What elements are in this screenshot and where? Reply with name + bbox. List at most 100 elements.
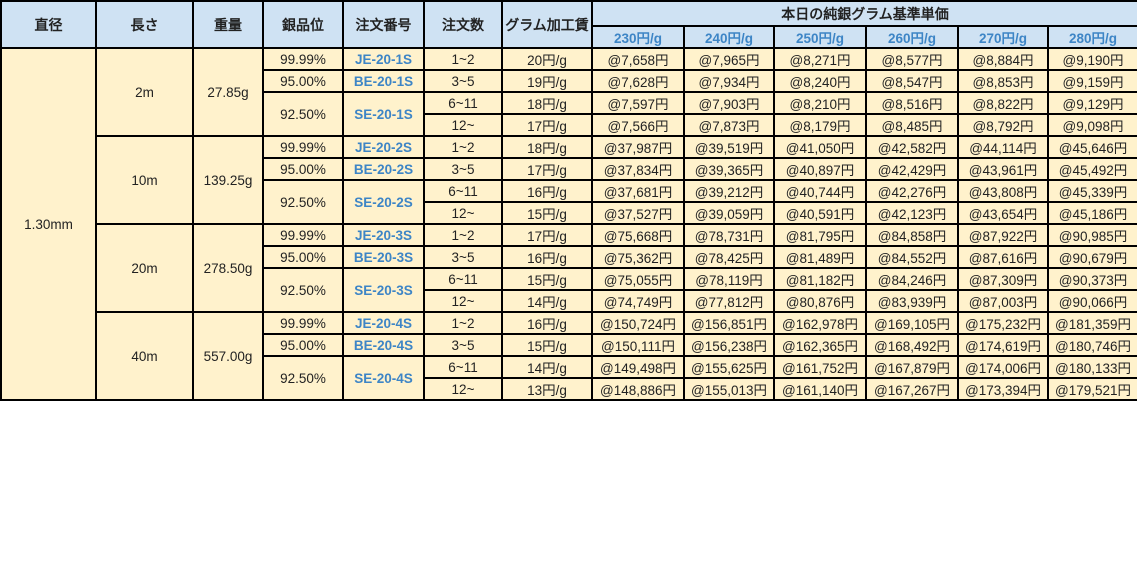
price-cell: @155,625円 [683, 355, 775, 379]
header-quantity: 注文数 [423, 0, 503, 49]
order-number-cell: BE-20-2S [342, 157, 425, 181]
purity-cell: 99.99% [262, 223, 344, 247]
processing-fee-cell: 17円/g [501, 223, 593, 247]
price-cell: @43,808円 [957, 179, 1049, 203]
header-base-price: 260円/g [865, 25, 959, 49]
price-cell: @87,003円 [957, 289, 1049, 313]
price-cell: @8,853円 [957, 69, 1049, 93]
price-cell: @9,190円 [1047, 47, 1137, 71]
price-cell: @45,186円 [1047, 201, 1137, 225]
price-cell: @75,055円 [591, 267, 685, 291]
price-cell: @8,822円 [957, 91, 1049, 115]
price-cell: @80,876円 [773, 289, 867, 313]
price-cell: @39,519円 [683, 135, 775, 159]
price-cell: @8,179円 [773, 113, 867, 137]
order-number-cell: BE-20-1S [342, 69, 425, 93]
price-cell: @9,098円 [1047, 113, 1137, 137]
price-cell: @37,681円 [591, 179, 685, 203]
price-cell: @7,965円 [683, 47, 775, 71]
processing-fee-cell: 20円/g [501, 47, 593, 71]
quantity-cell: 12~ [423, 377, 503, 401]
processing-fee-cell: 16円/g [501, 179, 593, 203]
header-order-number: 注文番号 [342, 0, 425, 49]
table-subrow: 92.50% SE-20-2S [1, 179, 1137, 225]
quantity-cell: 6~11 [423, 91, 503, 115]
purity-cell: 92.50% [262, 355, 344, 401]
price-cell: @81,182円 [773, 267, 867, 291]
quantity-cell: 6~11 [423, 267, 503, 291]
price-cell: @8,577円 [865, 47, 959, 71]
quantity-cell: 3~5 [423, 69, 503, 93]
price-cell: @43,961円 [957, 157, 1049, 181]
price-cell: @42,276円 [865, 179, 959, 203]
price-cell: @180,133円 [1047, 355, 1137, 379]
processing-fee-cell: 18円/g [501, 91, 593, 115]
price-cell: @90,985円 [1047, 223, 1137, 247]
price-cell: @40,744円 [773, 179, 867, 203]
price-cell: @81,489円 [773, 245, 867, 269]
price-cell: @8,547円 [865, 69, 959, 93]
purity-cell: 95.00% [262, 245, 344, 269]
price-cell: @150,724円 [591, 311, 685, 335]
order-number-cell: JE-20-3S [342, 223, 425, 247]
price-cell: @45,492円 [1047, 157, 1137, 181]
header-weight: 重量 [192, 0, 264, 49]
purity-cell: 95.00% [262, 333, 344, 357]
price-cell: @8,271円 [773, 47, 867, 71]
price-cell: @161,752円 [773, 355, 867, 379]
processing-fee-cell: 17円/g [501, 157, 593, 181]
processing-fee-cell: 15円/g [501, 333, 593, 357]
purity-cell: 92.50% [262, 91, 344, 137]
purity-cell: 95.00% [262, 69, 344, 93]
price-cell: @161,140円 [773, 377, 867, 401]
price-cell: @45,339円 [1047, 179, 1137, 203]
price-cell: @44,114円 [957, 135, 1049, 159]
quantity-cell: 1~2 [423, 311, 503, 335]
header-base-price: 250円/g [773, 25, 867, 49]
price-cell: @7,658円 [591, 47, 685, 71]
price-cell: @156,238円 [683, 333, 775, 357]
order-number-cell: JE-20-1S [342, 47, 425, 71]
price-cell: @42,582円 [865, 135, 959, 159]
price-cell: @78,731円 [683, 223, 775, 247]
processing-fee-cell: 17円/g [501, 113, 593, 137]
price-cell: @8,210円 [773, 91, 867, 115]
price-cell: @87,922円 [957, 223, 1049, 247]
price-cell: @75,668円 [591, 223, 685, 247]
table-subrow: 92.50% SE-20-4S [1, 355, 1137, 401]
price-cell: @7,597円 [591, 91, 685, 115]
quantity-cell: 1~2 [423, 223, 503, 247]
price-cell: @39,059円 [683, 201, 775, 225]
processing-fee-cell: 15円/g [501, 267, 593, 291]
price-cell: @8,485円 [865, 113, 959, 137]
header-processing-fee: グラム加工賃 [501, 0, 593, 49]
order-number-cell: SE-20-2S [342, 179, 425, 225]
header-base-price: 280円/g [1047, 25, 1137, 49]
quantity-cell: 3~5 [423, 245, 503, 269]
price-cell: @162,365円 [773, 333, 867, 357]
price-cell: @87,309円 [957, 267, 1049, 291]
table-subrow: 95.00% BE-20-4S [1, 333, 1137, 357]
table-subrow: 92.50% SE-20-1S [1, 91, 1137, 137]
header-purity: 銀品位 [262, 0, 344, 49]
price-cell: @81,795円 [773, 223, 867, 247]
length-cell: 10m [95, 135, 194, 225]
processing-fee-cell: 15円/g [501, 201, 593, 225]
diameter-cell: 1.30mm [0, 47, 97, 401]
price-cell: @77,812円 [683, 289, 775, 313]
purity-cell: 92.50% [262, 267, 344, 313]
processing-fee-cell: 13円/g [501, 377, 593, 401]
price-cell: @150,111円 [591, 333, 685, 357]
order-number-cell: JE-20-4S [342, 311, 425, 335]
length-cell: 40m [95, 311, 194, 401]
price-cell: @41,050円 [773, 135, 867, 159]
table-subrow: 95.00% BE-20-1S [1, 69, 1137, 93]
table-subrow: 92.50% SE-20-3S [1, 267, 1137, 313]
price-cell: @90,373円 [1047, 267, 1137, 291]
weight-cell: 27.85g [192, 47, 264, 137]
table-subrow: 95.00% BE-20-2S [1, 157, 1137, 181]
price-cell: @179,521円 [1047, 377, 1137, 401]
price-cell: @8,792円 [957, 113, 1049, 137]
quantity-cell: 6~11 [423, 355, 503, 379]
quantity-cell: 6~11 [423, 179, 503, 203]
